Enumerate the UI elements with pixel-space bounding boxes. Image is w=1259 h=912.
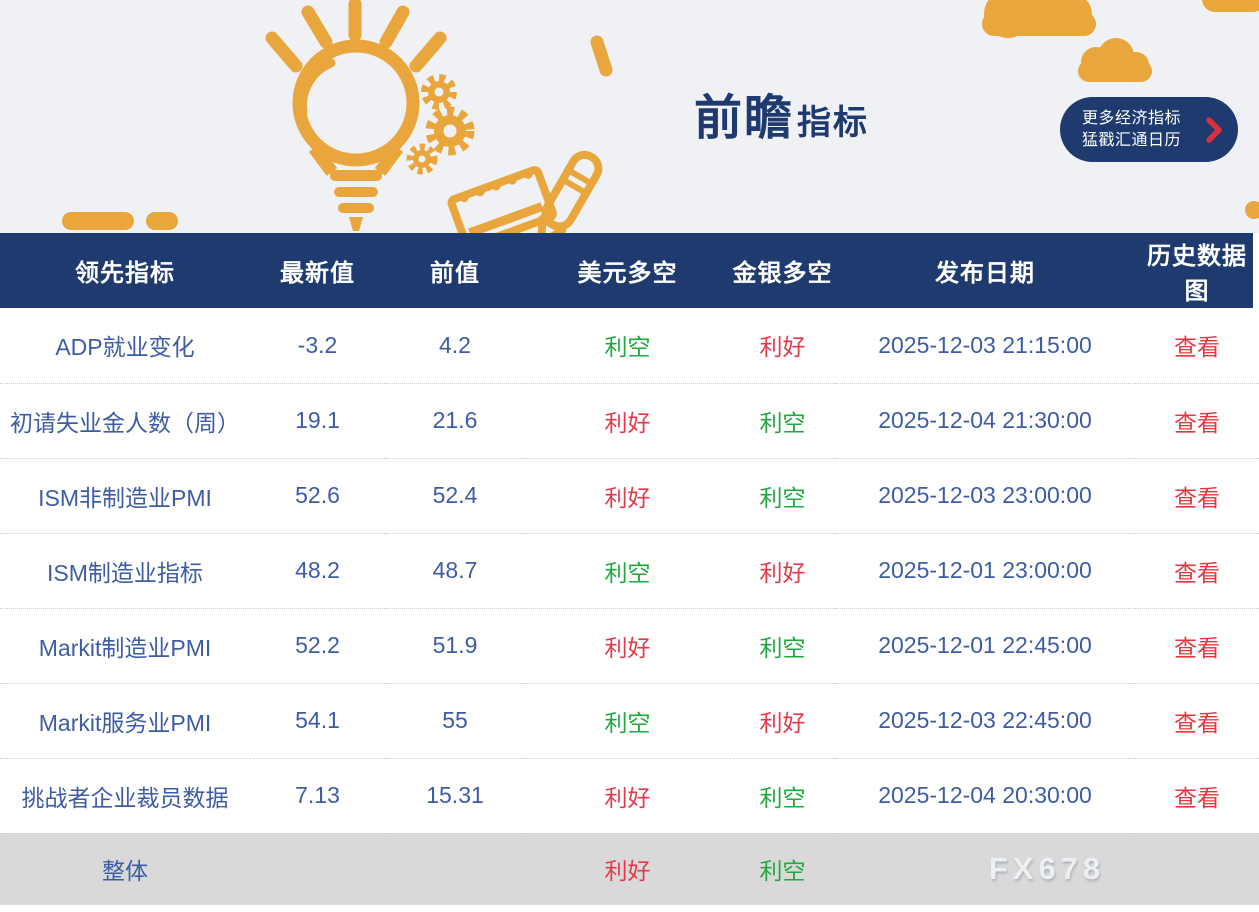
- view-chart-link[interactable]: 查看: [1135, 533, 1259, 609]
- footer-watermark-cell: FX678: [835, 833, 1259, 905]
- usd-sentiment: 利空: [525, 533, 730, 609]
- indicator-name: Markit制造业PMI: [0, 608, 250, 684]
- latest-value: 52.2: [250, 608, 385, 684]
- gold-sentiment: 利好: [730, 683, 835, 759]
- previous-value: 52.4: [385, 458, 525, 534]
- usd-sentiment: 利空: [525, 308, 730, 384]
- gold-sentiment: 利空: [730, 608, 835, 684]
- title-main: 前瞻: [694, 92, 795, 145]
- latest-value: 48.2: [250, 533, 385, 609]
- latest-value: -3.2: [250, 308, 385, 384]
- indicator-name: Markit服务业PMI: [0, 683, 250, 759]
- view-chart-link[interactable]: 查看: [1135, 383, 1259, 459]
- table-row: 挑战者企业裁员数据 7.13 15.31 利好 利空 2025-12-04 20:30:0…: [0, 758, 1259, 834]
- view-chart-link[interactable]: 查看: [1135, 458, 1259, 534]
- usd-sentiment: 利空: [525, 683, 730, 759]
- column-header-release-date: 发布日期: [835, 233, 1135, 308]
- accent-shapes: [62, 201, 1259, 230]
- table-row: ADP就业变化 -3.2 4.2 利空 利好 2025-12-03 21:15:00 查看: [0, 308, 1259, 384]
- latest-value: 7.13: [250, 758, 385, 834]
- gold-sentiment: 利好: [730, 308, 835, 384]
- column-header-usd-bias: 美元多空: [525, 233, 730, 308]
- previous-value: 51.9: [385, 608, 525, 684]
- table-row: 初请失业金人数（周） 19.1 21.6 利好 利空 2025-12-04 21:30:0…: [0, 383, 1259, 459]
- release-date: 2025-12-01 23:00:00: [835, 533, 1135, 609]
- page-title: 前瞻 指标: [694, 78, 869, 148]
- usd-sentiment: 利好: [525, 758, 730, 834]
- footer-empty-cell: [250, 833, 385, 905]
- more-indicators-button[interactable]: 更多经济指标 猛戳汇通日历: [1060, 97, 1238, 162]
- previous-value: 48.7: [385, 533, 525, 609]
- table-body: ADP就业变化 -3.2 4.2 利空 利好 2025-12-03 21:15:00 查看初…: [0, 308, 1259, 834]
- column-header-previous: 前值: [385, 233, 525, 308]
- footer-usd-sentiment: 利好: [525, 833, 730, 905]
- indicator-name: ISM非制造业PMI: [0, 458, 250, 534]
- usd-sentiment: 利好: [525, 458, 730, 534]
- previous-value: 4.2: [385, 308, 525, 384]
- table-row: Markit制造业PMI 52.2 51.9 利好 利空 2025-12-01 22:45…: [0, 608, 1259, 684]
- chevron-right-icon: [1206, 116, 1222, 143]
- gold-sentiment: 利好: [730, 533, 835, 609]
- cloud-icon: [982, 0, 1259, 82]
- previous-value: 55: [385, 683, 525, 759]
- view-chart-link[interactable]: 查看: [1135, 608, 1259, 684]
- lightbulb-icon: [292, 39, 420, 231]
- view-chart-link[interactable]: 查看: [1135, 683, 1259, 759]
- overall-row: 整体 利好 利空 FX678: [0, 833, 1259, 905]
- indicator-name: ISM制造业指标: [0, 533, 250, 609]
- footer-overall-label: 整体: [0, 833, 250, 905]
- latest-value: 52.6: [250, 458, 385, 534]
- table-footer: 整体 利好 利空 FX678: [0, 833, 1259, 905]
- release-date: 2025-12-04 20:30:00: [835, 758, 1135, 834]
- release-date: 2025-12-03 22:45:00: [835, 683, 1135, 759]
- fx678-watermark: FX678: [988, 851, 1106, 887]
- notebook-icon: [447, 166, 557, 233]
- footer-empty-cell: [385, 833, 525, 905]
- indicators-table: 领先指标 最新值 前值 美元多空 金银多空 发布日期 历史数据图 ADP就业变化…: [0, 233, 1259, 905]
- indicator-name: ADP就业变化: [0, 308, 250, 384]
- previous-value: 15.31: [385, 758, 525, 834]
- column-header-history-chart: 历史数据图: [1135, 233, 1259, 308]
- title-sub: 指标: [797, 104, 870, 142]
- table-row: ISM非制造业PMI 52.6 52.4 利好 利空 2025-12-03 23:00:0…: [0, 458, 1259, 534]
- lightbulb-rays-icon: [265, 0, 613, 77]
- release-date: 2025-12-04 21:30:00: [835, 383, 1135, 459]
- usd-sentiment: 利好: [525, 608, 730, 684]
- table-row: ISM制造业指标 48.2 48.7 利空 利好 2025-12-01 23:00:00 查…: [0, 533, 1259, 609]
- gold-sentiment: 利空: [730, 758, 835, 834]
- more-indicators-label: 更多经济指标 猛戳汇通日历: [1082, 109, 1182, 149]
- banner: 前瞻 指标 更多经济指标 猛戳汇通日历: [0, 0, 1259, 233]
- usd-sentiment: 利好: [525, 383, 730, 459]
- view-chart-link[interactable]: 查看: [1135, 308, 1259, 384]
- banner-illustration: [62, 0, 1259, 233]
- table-header: 领先指标 最新值 前值 美元多空 金银多空 发布日期 历史数据图: [0, 233, 1259, 308]
- column-header-indicator: 领先指标: [0, 233, 250, 308]
- view-chart-link[interactable]: 查看: [1135, 758, 1259, 834]
- gear-icon: [406, 74, 475, 175]
- table-row: Markit服务业PMI 54.1 55 利空 利好 2025-12-03 22:45:0…: [0, 683, 1259, 759]
- column-header-latest: 最新值: [250, 233, 385, 308]
- indicator-name: 挑战者企业裁员数据: [0, 758, 250, 834]
- gold-sentiment: 利空: [730, 383, 835, 459]
- release-date: 2025-12-03 23:00:00: [835, 458, 1135, 534]
- latest-value: 19.1: [250, 383, 385, 459]
- gold-sentiment: 利空: [730, 458, 835, 534]
- latest-value: 54.1: [250, 683, 385, 759]
- column-header-gold-bias: 金银多空: [730, 233, 835, 308]
- previous-value: 21.6: [385, 383, 525, 459]
- pencil-icon: [537, 150, 603, 233]
- indicator-name: 初请失业金人数（周）: [0, 383, 250, 459]
- release-date: 2025-12-03 21:15:00: [835, 308, 1135, 384]
- footer-gold-sentiment: 利空: [730, 833, 835, 905]
- release-date: 2025-12-01 22:45:00: [835, 608, 1135, 684]
